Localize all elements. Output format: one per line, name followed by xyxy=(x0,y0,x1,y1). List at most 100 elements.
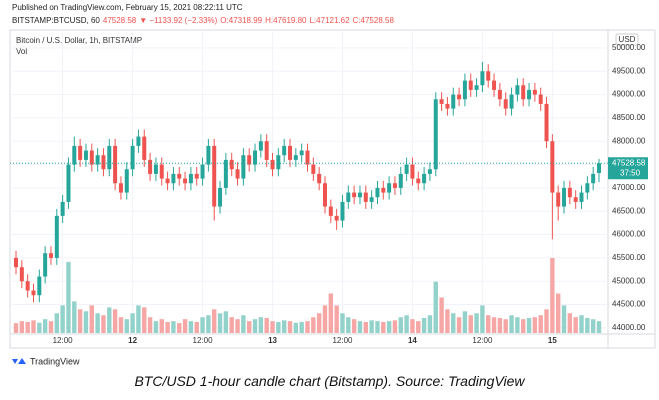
volume-bar xyxy=(596,321,602,333)
candle-body xyxy=(422,173,427,184)
volume-bar xyxy=(451,313,456,333)
candle-body xyxy=(14,257,18,268)
candle-body xyxy=(509,94,514,109)
candle-body xyxy=(340,201,345,221)
volume-bar xyxy=(462,311,468,333)
candle-body xyxy=(194,173,199,179)
volume-bar xyxy=(223,311,229,333)
volume-bar xyxy=(445,309,450,333)
volume-bar xyxy=(124,319,129,333)
volume-bar xyxy=(550,258,555,333)
volume-bar xyxy=(386,321,392,333)
open-value: O:47318.99 xyxy=(220,16,263,25)
volume-bar xyxy=(392,320,398,333)
volume-bar xyxy=(497,318,503,333)
candle-body xyxy=(276,155,281,170)
volume-bar xyxy=(264,318,269,333)
volume-bar xyxy=(206,315,211,333)
candle-body xyxy=(375,187,380,198)
candle-body xyxy=(223,159,228,188)
volume-bar xyxy=(369,320,374,333)
countdown: 37:50 xyxy=(620,168,641,177)
candle-body xyxy=(19,267,24,282)
candle-body xyxy=(346,192,351,202)
candle-body xyxy=(410,164,415,179)
candle-body xyxy=(253,150,258,165)
candle-body xyxy=(357,192,362,198)
y-tick-label: 49000.00 xyxy=(612,90,646,99)
candle-body xyxy=(113,145,118,184)
candle-body xyxy=(89,150,94,165)
candle-body xyxy=(153,164,158,174)
candle-body xyxy=(188,173,193,184)
candle-body xyxy=(241,155,246,179)
volume-bar xyxy=(241,315,246,333)
candle-body xyxy=(556,192,561,207)
volume-bar xyxy=(101,315,106,333)
volume-bar xyxy=(287,321,293,333)
volume-bar xyxy=(538,315,543,333)
volume-bar xyxy=(585,318,590,333)
y-tick-label: 46000.00 xyxy=(612,230,646,239)
candle-body xyxy=(597,163,601,174)
candle-body xyxy=(416,178,421,184)
volume-bar xyxy=(491,317,497,333)
candle-body xyxy=(136,136,141,146)
candle-body xyxy=(293,155,298,160)
x-tick-label: 12:00 xyxy=(53,336,74,345)
candle-body xyxy=(538,94,543,104)
candle-body xyxy=(72,145,77,165)
volume-bar xyxy=(305,321,310,333)
volume-bar xyxy=(404,315,409,333)
last-price: 47528.58 xyxy=(102,16,137,25)
volume-bar xyxy=(54,313,60,333)
volume-bar xyxy=(188,321,194,333)
last-price-label: 47528.58 xyxy=(612,158,646,167)
candle-body xyxy=(544,103,549,142)
candle-body xyxy=(562,187,567,207)
candle-body xyxy=(492,80,497,90)
x-tick-label: 13 xyxy=(268,336,277,345)
y-tick-label: 45500.00 xyxy=(612,253,646,262)
chart: Bitcoin / U.S. Dollar, 1h, BITSTAMP Vol … xyxy=(9,29,656,366)
candle-body xyxy=(398,173,403,188)
volume-bar xyxy=(142,307,147,333)
volume-bar xyxy=(182,319,188,333)
volume-bar xyxy=(31,320,36,333)
volume-bar xyxy=(381,321,386,333)
candle-body xyxy=(25,281,30,291)
published-line: Published on TradingView.com, February 1… xyxy=(12,3,243,12)
volume-bar xyxy=(433,281,438,333)
candle-body xyxy=(515,85,520,95)
candle-body xyxy=(392,183,397,188)
volume-bar xyxy=(258,317,264,333)
volume-bar xyxy=(363,321,368,333)
candle-body xyxy=(159,164,164,179)
tv-logo xyxy=(12,358,26,364)
logo-icon xyxy=(12,358,26,364)
y-tick-label: 50000.00 xyxy=(612,43,646,52)
volume-bar xyxy=(42,319,48,333)
candle-body xyxy=(451,94,456,109)
volume-bar xyxy=(293,322,299,333)
volume-bar xyxy=(37,322,42,333)
candle-body xyxy=(503,99,508,109)
high-value: H:47619.80 xyxy=(265,16,307,25)
candle-body xyxy=(218,187,223,207)
volume-bar xyxy=(311,317,316,333)
change: ▼ −1133.92 (−2.33%) xyxy=(139,16,218,25)
volume-bar xyxy=(270,321,275,333)
volume-bar xyxy=(112,309,118,333)
volume-bar xyxy=(229,317,234,333)
candle-body xyxy=(83,150,88,160)
symbol-line: BITSTAMP:BTCUSD, 60 47528.58 ▼ −1133.92 (−… xyxy=(12,16,397,25)
volume-bar xyxy=(509,315,514,333)
y-tick-label: 49500.00 xyxy=(612,66,646,75)
candle-body xyxy=(591,173,596,184)
volume-bar xyxy=(159,319,164,333)
candle-body xyxy=(282,145,287,156)
candle-body xyxy=(148,159,153,174)
low-value: L:47121.62 xyxy=(309,16,350,25)
last-price-box xyxy=(608,157,648,180)
volume-bar xyxy=(281,320,287,333)
